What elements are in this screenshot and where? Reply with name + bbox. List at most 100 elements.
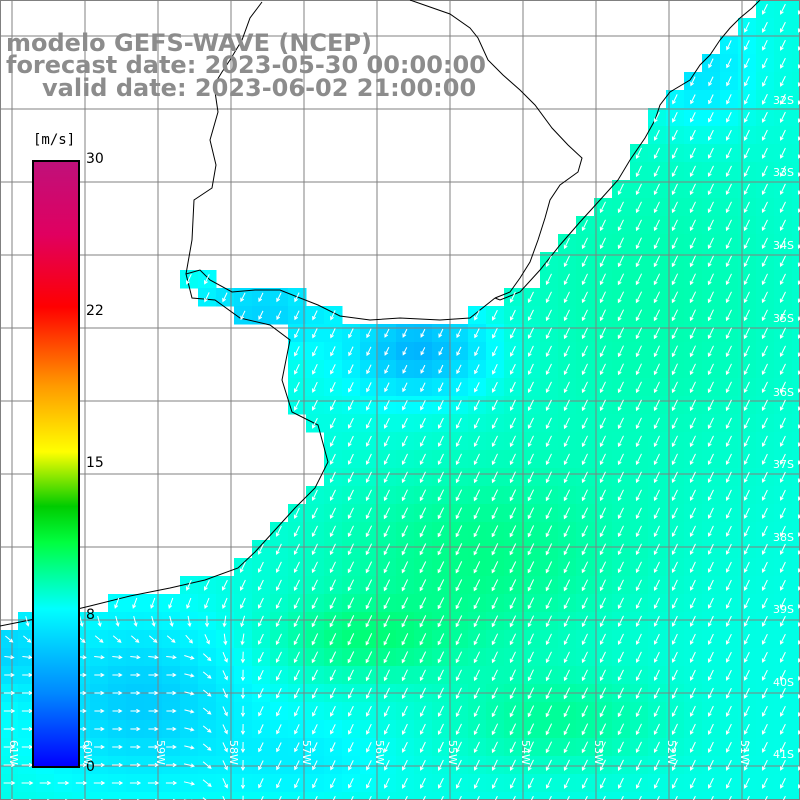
wind-arrow xyxy=(635,561,642,574)
lon-label: 56W xyxy=(373,740,386,765)
wind-arrow xyxy=(725,741,732,753)
wind-arrow xyxy=(779,507,786,519)
wind-arrow xyxy=(743,219,750,232)
wind-arrow xyxy=(275,579,282,592)
wind-arrow xyxy=(509,327,516,339)
wind-arrow xyxy=(779,471,786,483)
wind-arrow xyxy=(419,525,427,538)
wind-arrow xyxy=(743,399,750,412)
wind-arrow xyxy=(617,633,624,646)
wind-arrow xyxy=(762,759,768,771)
wind-arrow xyxy=(384,328,390,338)
wind-arrow xyxy=(653,237,660,250)
wind-arrow xyxy=(744,759,750,771)
wind-arrow xyxy=(527,489,535,502)
wind-arrow xyxy=(726,111,732,123)
wind-arrow xyxy=(509,777,516,789)
wind-arrow xyxy=(726,58,732,69)
wind-arrow xyxy=(223,633,228,646)
wind-arrow xyxy=(474,346,480,357)
wind-cell xyxy=(126,792,145,800)
wind-arrow xyxy=(419,543,427,556)
wind-arrow xyxy=(671,417,678,430)
wind-arrow xyxy=(509,525,517,538)
wind-arrow xyxy=(581,309,588,322)
wind-arrow xyxy=(166,708,177,714)
wind-cell xyxy=(90,792,109,800)
wind-arrow xyxy=(779,273,786,286)
wind-arrow xyxy=(638,795,642,800)
wind-arrow xyxy=(635,633,642,646)
wind-arrow xyxy=(671,669,678,681)
wind-arrow xyxy=(779,435,786,447)
wind-arrow xyxy=(166,635,176,643)
lat-label: 38S xyxy=(773,531,794,544)
wind-arrow xyxy=(689,543,696,556)
wind-arrow xyxy=(455,705,462,718)
wind-arrow xyxy=(671,147,678,160)
wind-arrow xyxy=(401,471,408,484)
wind-cell xyxy=(792,612,800,631)
wind-arrow xyxy=(743,561,750,573)
wind-arrow xyxy=(4,655,15,660)
wind-arrow xyxy=(545,687,553,700)
wind-arrow xyxy=(779,75,786,87)
wind-arrow xyxy=(707,687,714,699)
wind-cell xyxy=(666,792,685,800)
wind-arrow xyxy=(114,597,120,609)
colorbar-tick: 8 xyxy=(86,607,95,623)
wind-arrow xyxy=(761,381,768,394)
wind-arrow xyxy=(602,795,606,800)
river-boundary xyxy=(185,1,263,275)
wind-arrow xyxy=(240,615,246,628)
wind-arrow xyxy=(780,39,786,51)
wind-arrow xyxy=(599,525,607,538)
wind-arrow xyxy=(743,525,750,537)
wind-arrow xyxy=(473,543,481,556)
wind-arrow xyxy=(725,183,732,196)
wind-arrow xyxy=(94,635,104,643)
wind-arrow xyxy=(671,651,678,663)
wind-arrow xyxy=(330,742,336,753)
wind-arrow xyxy=(473,633,481,646)
wind-arrow xyxy=(420,382,426,393)
wind-arrow xyxy=(617,723,625,736)
wind-arrow xyxy=(347,417,354,429)
wind-arrow xyxy=(689,471,696,484)
wind-arrow xyxy=(545,651,552,664)
wind-arrow xyxy=(491,759,498,772)
wind-arrow xyxy=(419,669,426,682)
wind-arrow xyxy=(617,237,624,250)
wind-arrow xyxy=(383,615,391,628)
wind-arrow xyxy=(455,651,463,664)
border-line xyxy=(409,0,583,299)
wind-arrow xyxy=(509,687,517,700)
wind-arrow xyxy=(240,669,246,682)
wind-arrow xyxy=(545,291,552,304)
wind-arrow xyxy=(761,201,768,214)
wind-arrow xyxy=(761,669,768,681)
title-model: modelo GEFS-WAVE (NCEP) xyxy=(6,29,372,57)
wind-arrow xyxy=(581,525,589,538)
wind-arrow xyxy=(240,310,246,321)
wind-arrow xyxy=(743,471,750,483)
wind-arrow xyxy=(671,291,679,304)
wind-arrow xyxy=(653,147,660,160)
wind-arrow xyxy=(725,633,732,645)
wind-arrow xyxy=(707,651,714,663)
wind-arrow xyxy=(257,561,264,573)
wind-arrow xyxy=(707,147,714,159)
lat-label: 37S xyxy=(773,458,794,471)
wind-arrow xyxy=(455,633,463,646)
wind-arrow xyxy=(275,615,282,628)
wind-arrow xyxy=(653,687,660,700)
lat-label: 32S xyxy=(773,94,794,107)
wind-arrow xyxy=(240,723,246,736)
wind-arrow xyxy=(635,183,642,196)
wind-arrow xyxy=(707,453,714,466)
wind-arrow xyxy=(347,507,354,520)
wind-arrow xyxy=(148,744,159,750)
wind-arrow xyxy=(347,543,354,556)
wind-arrow xyxy=(725,345,732,358)
wind-arrow xyxy=(204,579,210,591)
